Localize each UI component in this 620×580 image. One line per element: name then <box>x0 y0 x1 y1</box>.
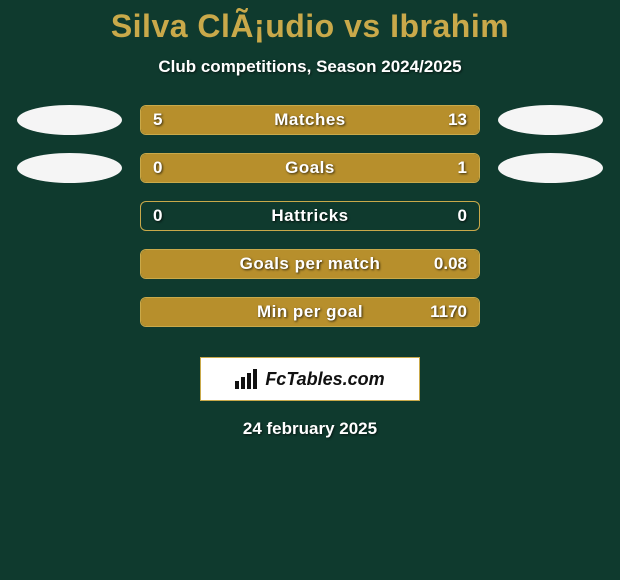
stat-bar: 0Hattricks0 <box>140 201 480 231</box>
date-label: 24 february 2025 <box>243 419 377 439</box>
stat-label: Goals <box>141 154 479 182</box>
stat-label: Goals per match <box>141 250 479 278</box>
stat-bar: Min per goal1170 <box>140 297 480 327</box>
spacer <box>498 249 603 279</box>
stats-list: 5Matches130Goals10Hattricks0Goals per ma… <box>17 105 603 345</box>
stat-bar: 5Matches13 <box>140 105 480 135</box>
team-badge-right <box>498 153 603 183</box>
stat-value-right: 13 <box>448 106 467 134</box>
stat-value-right: 1170 <box>430 298 467 326</box>
stat-row: Goals per match0.08 <box>17 249 603 279</box>
team-badge-left <box>17 105 122 135</box>
brand-badge: FcTables.com <box>200 357 420 401</box>
stat-value-right: 0 <box>458 202 467 230</box>
comparison-card: Silva ClÃ¡udio vs Ibrahim Club competiti… <box>0 0 620 439</box>
stat-row: 0Goals1 <box>17 153 603 183</box>
stat-label: Min per goal <box>141 298 479 326</box>
spacer <box>17 249 122 279</box>
spacer <box>17 297 122 327</box>
page-title: Silva ClÃ¡udio vs Ibrahim <box>111 8 509 45</box>
stat-bar: Goals per match0.08 <box>140 249 480 279</box>
bar-chart-icon <box>235 369 259 389</box>
stat-row: Min per goal1170 <box>17 297 603 327</box>
spacer <box>498 297 603 327</box>
brand-text: FcTables.com <box>265 369 384 390</box>
spacer <box>17 201 122 231</box>
stat-value-right: 0.08 <box>434 250 467 278</box>
stat-label: Matches <box>141 106 479 134</box>
stat-row: 0Hattricks0 <box>17 201 603 231</box>
team-badge-left <box>17 153 122 183</box>
stat-bar: 0Goals1 <box>140 153 480 183</box>
spacer <box>498 201 603 231</box>
stat-label: Hattricks <box>141 202 479 230</box>
stat-row: 5Matches13 <box>17 105 603 135</box>
subtitle: Club competitions, Season 2024/2025 <box>158 57 461 77</box>
team-badge-right <box>498 105 603 135</box>
stat-value-right: 1 <box>458 154 467 182</box>
